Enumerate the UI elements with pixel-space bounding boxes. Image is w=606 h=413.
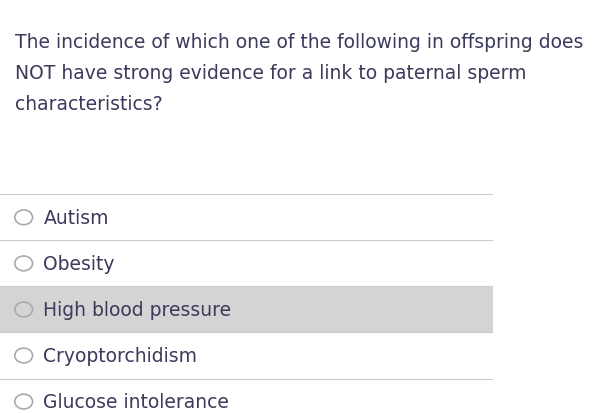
Text: High blood pressure: High blood pressure: [44, 300, 231, 319]
Text: Glucose intolerance: Glucose intolerance: [44, 392, 229, 411]
Text: Obesity: Obesity: [44, 254, 115, 273]
Text: Cryoptorchidism: Cryoptorchidism: [44, 346, 198, 365]
Text: NOT have strong evidence for a link to paternal sperm: NOT have strong evidence for a link to p…: [15, 64, 526, 83]
FancyBboxPatch shape: [0, 287, 493, 333]
Text: Autism: Autism: [44, 208, 109, 227]
Text: The incidence of which one of the following in offspring does: The incidence of which one of the follow…: [15, 33, 583, 52]
Text: characteristics?: characteristics?: [15, 94, 162, 113]
